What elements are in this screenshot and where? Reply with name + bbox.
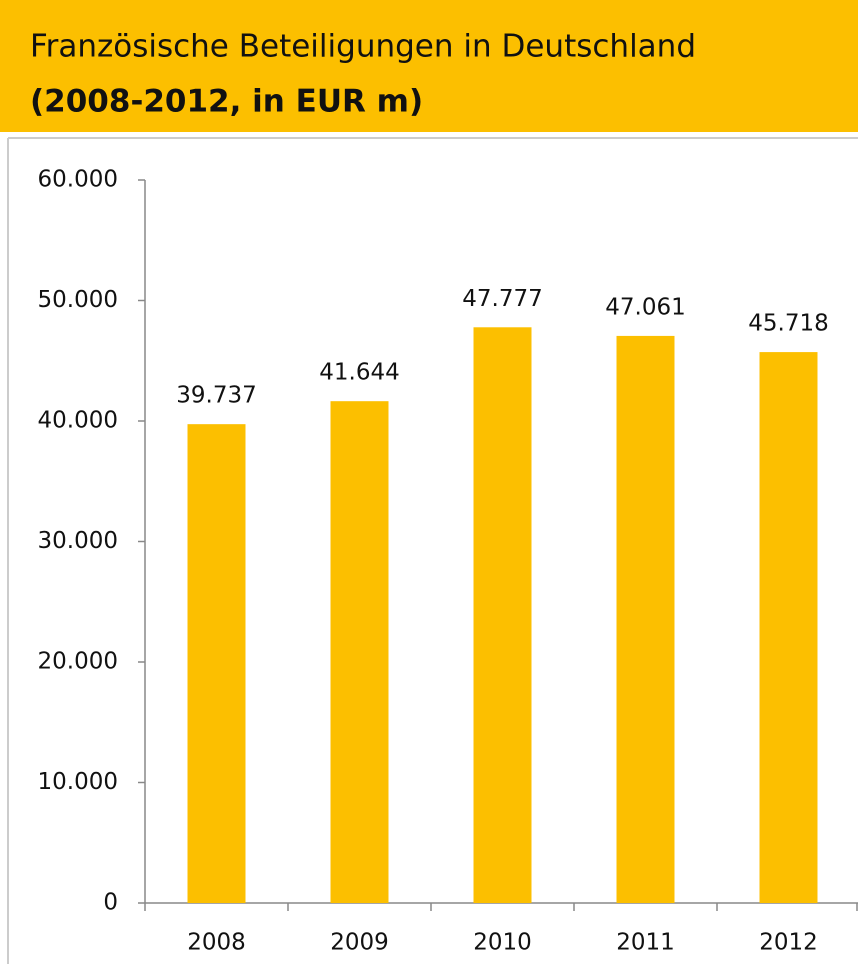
y-tick-label: 20.000 [38,649,118,675]
data-label: 41.644 [319,360,399,386]
y-tick-label: 50.000 [38,287,118,313]
x-tick-label: 2010 [473,930,532,956]
x-tick-label: 2012 [759,930,818,956]
x-tick-label: 2011 [616,930,675,956]
data-label: 45.718 [748,311,828,337]
y-tick-label: 40.000 [38,408,118,434]
chart-title: Französische Beteiligungen in Deutschlan… [30,29,696,65]
y-tick-label: 60.000 [38,167,118,193]
data-label: 47.777 [462,286,542,312]
bar [330,401,389,903]
data-label: 47.061 [605,294,685,320]
header-band [0,0,858,132]
bar [616,335,675,904]
data-label: 39.737 [176,383,256,409]
bar [759,352,818,903]
x-tick-label: 2009 [330,930,389,956]
chart-subtitle: (2008-2012, in EUR m) [30,84,423,120]
y-tick-label: 30.000 [38,528,118,554]
y-tick-label: 0 [103,890,118,916]
y-tick-label: 10.000 [38,769,118,795]
x-tick-label: 2008 [187,930,246,956]
bar [187,424,246,903]
bar [473,327,532,904]
